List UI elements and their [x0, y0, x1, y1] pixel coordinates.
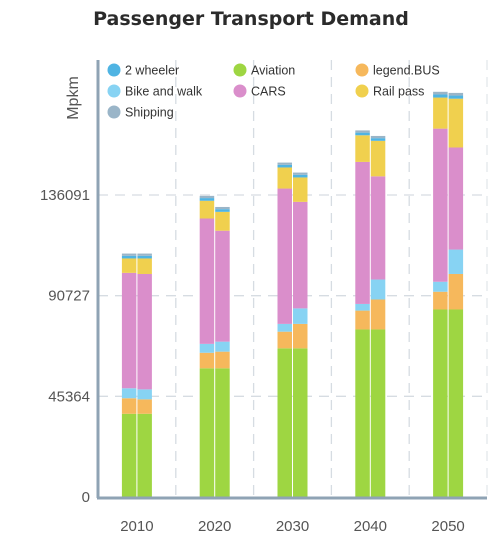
y-tick-label: 90727: [48, 288, 90, 305]
bar-segment-cars: [121, 272, 137, 389]
bar-segment-2-wheeler: [121, 255, 137, 259]
bar-segment-shipping: [448, 92, 464, 96]
y-tick-label: 136091: [40, 187, 90, 204]
bar-segment-rail-pass: [199, 200, 215, 219]
bar-segment-2-wheeler: [277, 164, 292, 168]
bar-segment-shipping: [199, 195, 215, 199]
x-tick-label: 2010: [120, 518, 153, 535]
bar-segment-2-wheeler: [433, 94, 448, 98]
bar-segment-aviation: [433, 309, 448, 497]
bar-segment-2-wheeler: [355, 132, 370, 136]
bar-segment-cars: [293, 201, 308, 309]
bar-segment-bike-and-walk: [137, 389, 152, 400]
bar-segment-rail-pass: [433, 97, 448, 129]
y-axis-title: Mpkm: [65, 76, 82, 120]
bar-segment-cars: [355, 161, 370, 304]
bar-segment-2-wheeler: [137, 255, 152, 259]
bar-segment-legend-bus: [448, 273, 464, 310]
bar-segment-shipping: [121, 253, 137, 256]
bar-segment-legend-bus: [293, 323, 308, 349]
y-tick-label: 0: [82, 489, 90, 506]
bar-segment-bike-and-walk: [121, 388, 137, 399]
bar-segment-legend-bus: [215, 351, 230, 369]
bar-segment-aviation: [277, 348, 292, 497]
bar-segment-bike-and-walk: [433, 281, 448, 292]
bar-segment-2-wheeler: [293, 174, 308, 178]
legend-label: legend.BUS: [373, 64, 440, 78]
legend-marker: [107, 63, 121, 77]
bar-segment-bike-and-walk: [215, 341, 230, 352]
bar-segment-cars: [277, 188, 292, 324]
bar-segment-shipping: [137, 253, 152, 256]
bar-segment-aviation: [448, 309, 464, 497]
bar-segment-2-wheeler: [448, 95, 464, 99]
bar-segment-cars: [215, 230, 230, 342]
bar-segment-shipping: [277, 162, 292, 165]
legend-marker: [233, 63, 247, 77]
bar-segment-legend-bus: [433, 291, 448, 310]
bar-segment-legend-bus: [137, 399, 152, 414]
bar-segment-bike-and-walk: [277, 323, 292, 332]
bar-segment-shipping: [215, 206, 230, 210]
bar-segment-cars: [433, 128, 448, 282]
bar-segment-legend-bus: [370, 299, 386, 330]
bar-segment-cars: [370, 176, 386, 280]
x-tick-label: 2040: [354, 518, 387, 535]
bar-segment-aviation: [370, 329, 386, 497]
bar-segment-rail-pass: [121, 258, 137, 273]
bar-segment-aviation: [215, 368, 230, 497]
bar-segment-shipping: [433, 91, 448, 95]
legend-label: CARS: [251, 85, 286, 99]
bar-segment-rail-pass: [215, 211, 230, 231]
bar-segment-legend-bus: [355, 310, 370, 330]
bar-segment-rail-pass: [370, 140, 386, 177]
legend-label: 2 wheeler: [125, 64, 179, 78]
bar-segment-shipping: [293, 172, 308, 175]
bar-segment-bike-and-walk: [293, 308, 308, 324]
bar-segment-legend-bus: [121, 398, 137, 414]
bar-segment-rail-pass: [137, 258, 152, 274]
legend-label: Bike and walk: [125, 85, 203, 99]
bar-segment-bike-and-walk: [355, 303, 370, 311]
x-tick-label: 2030: [276, 518, 309, 535]
legend-marker: [233, 84, 247, 98]
bar-segment-2-wheeler: [370, 138, 386, 141]
bar-segment-rail-pass: [448, 98, 464, 148]
bar-segment-2-wheeler: [215, 209, 230, 212]
bar-segment-cars: [448, 147, 464, 250]
bar-segment-rail-pass: [293, 177, 308, 202]
bar-segment-rail-pass: [277, 167, 292, 189]
bar-segment-rail-pass: [355, 135, 370, 162]
bar-segment-bike-and-walk: [199, 343, 215, 353]
legend-label: Shipping: [125, 106, 174, 120]
bar-segment-aviation: [121, 413, 137, 497]
chart-title: Passenger Transport Demand: [93, 8, 409, 30]
legend-marker: [107, 105, 121, 119]
y-tick-label: 45364: [48, 388, 90, 405]
x-tick-label: 2020: [198, 518, 231, 535]
bar-segment-aviation: [355, 329, 370, 497]
legend-label: Rail pass: [373, 85, 424, 99]
bar-segment-legend-bus: [277, 331, 292, 349]
bar-segment-2-wheeler: [199, 198, 215, 201]
bar-segment-aviation: [137, 413, 152, 497]
bar-segment-cars: [199, 218, 215, 344]
legend-label: Aviation: [251, 64, 295, 78]
bar-segment-bike-and-walk: [448, 249, 464, 274]
legend-marker: [355, 63, 369, 77]
bar-segment-aviation: [293, 348, 308, 497]
bar-segment-legend-bus: [199, 352, 215, 369]
bar-segment-cars: [137, 273, 152, 390]
bar-segment-shipping: [370, 135, 386, 139]
legend-marker: [355, 84, 369, 98]
bar-segment-bike-and-walk: [370, 279, 386, 300]
bar-segment-shipping: [355, 130, 370, 133]
legend-marker: [107, 84, 121, 98]
x-tick-label: 2050: [431, 518, 464, 535]
bar-segment-aviation: [199, 368, 215, 497]
